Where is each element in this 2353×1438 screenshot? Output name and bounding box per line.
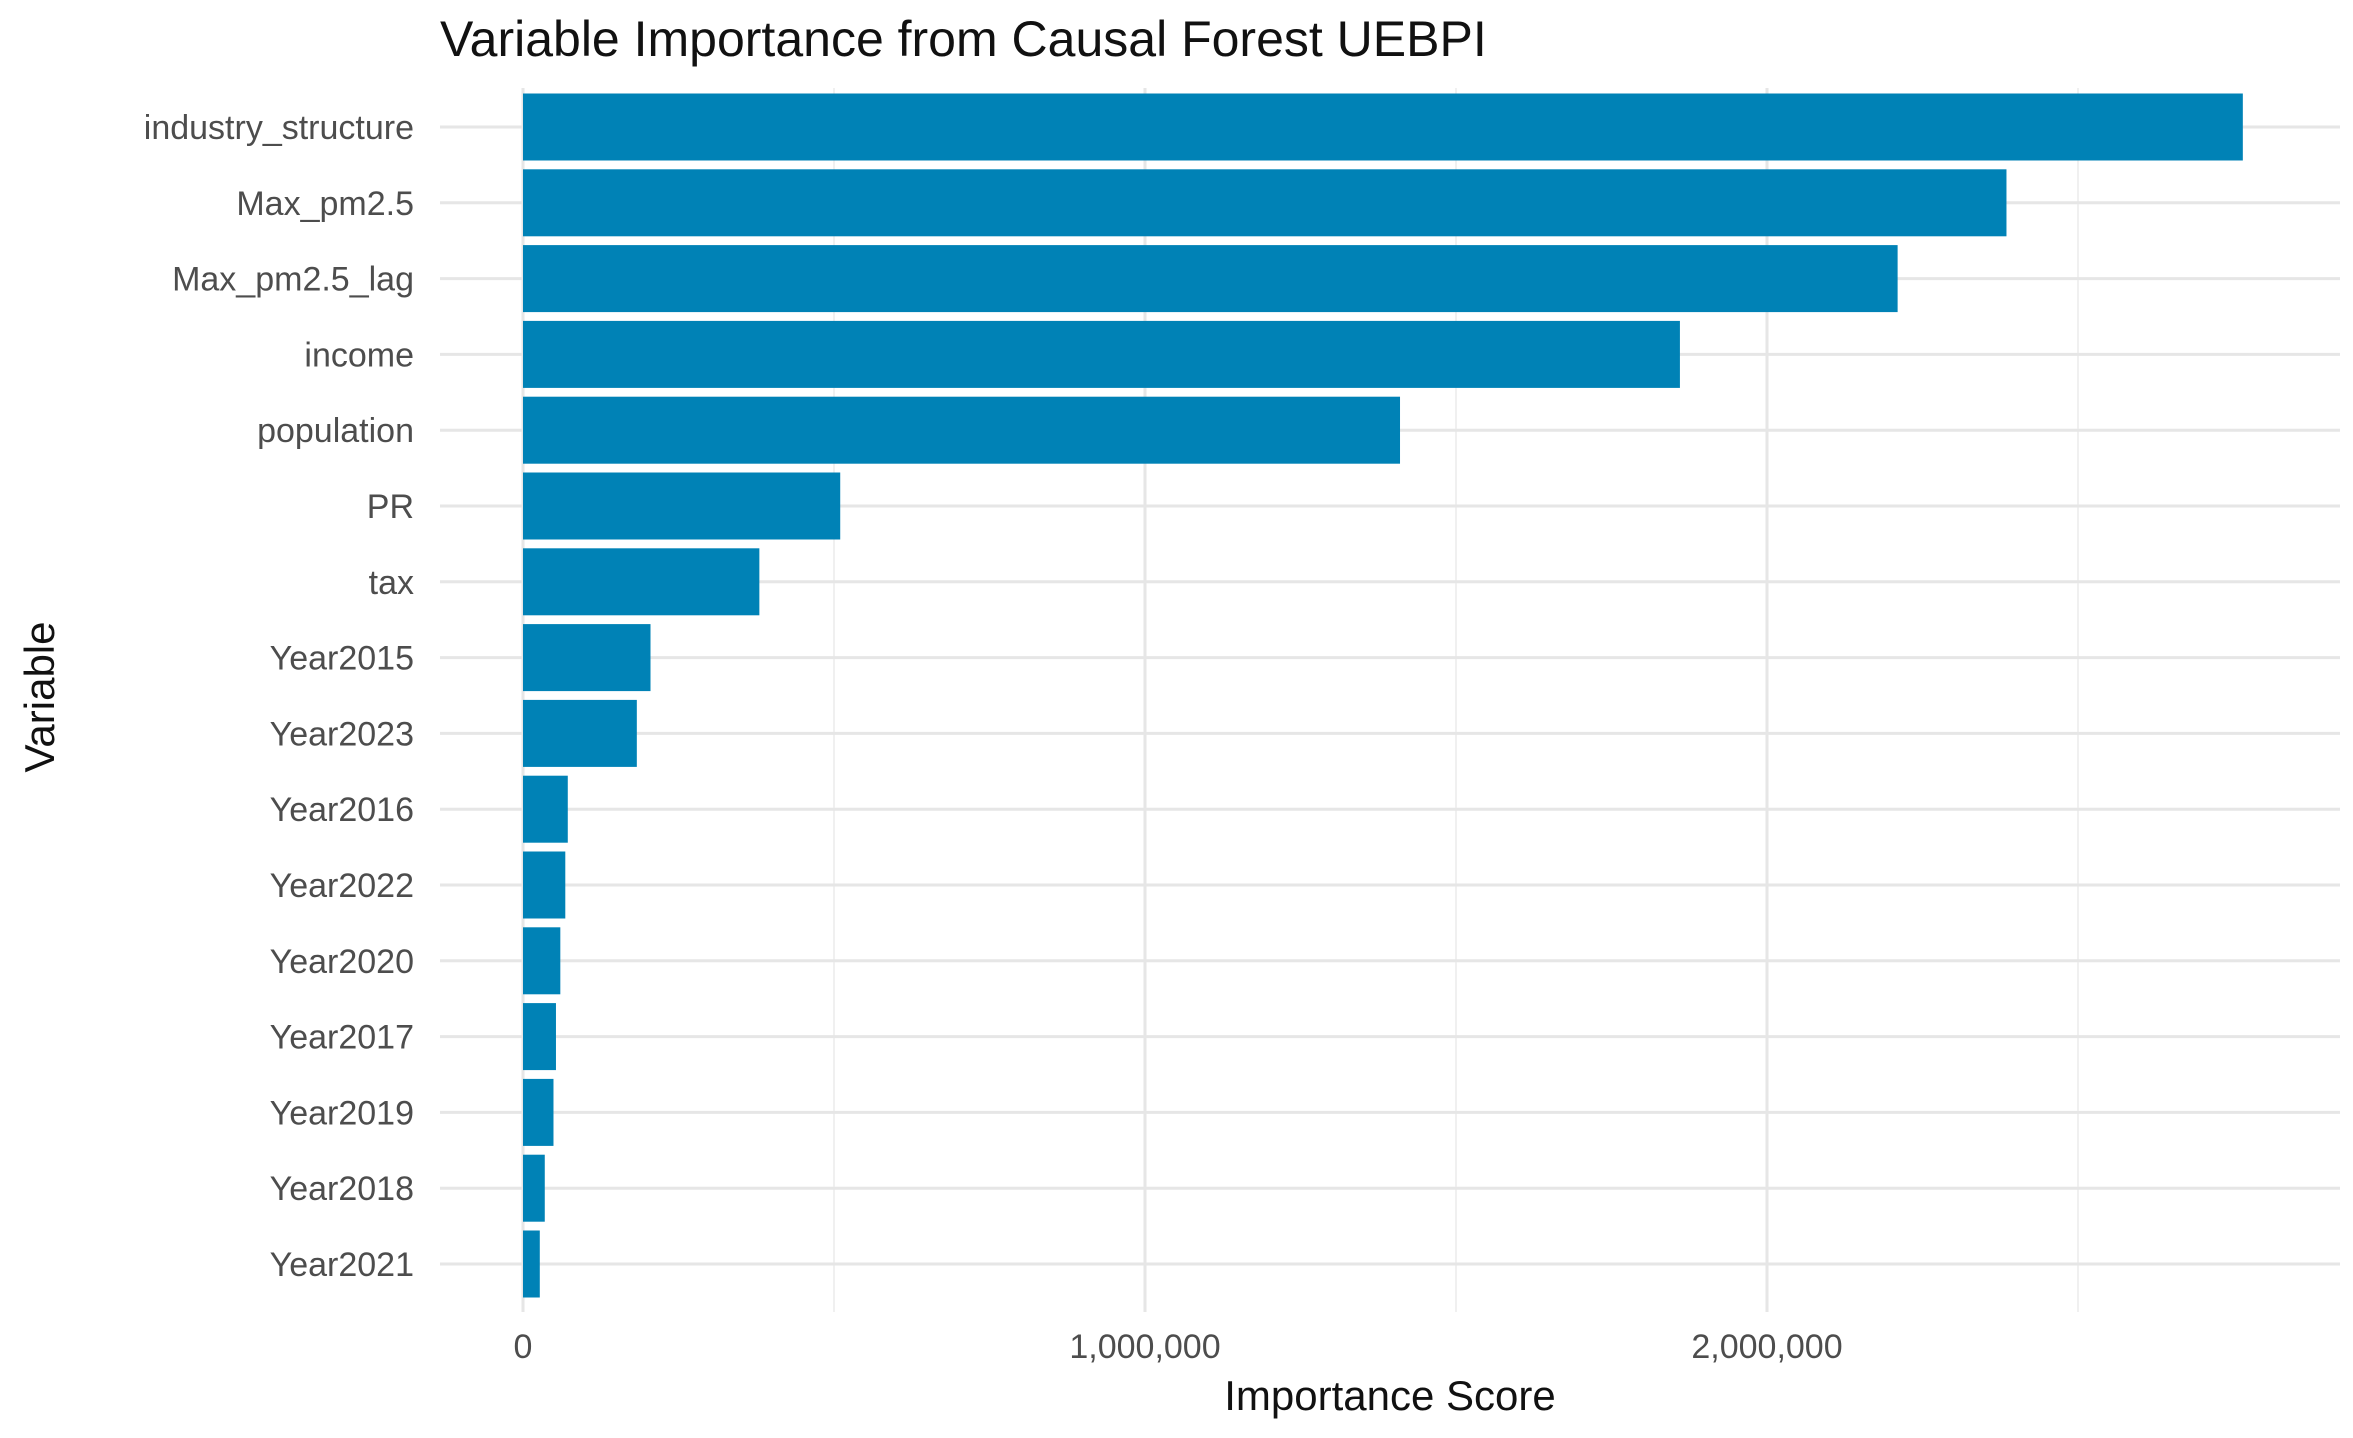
- y-tick-label: Year2019: [270, 1094, 414, 1132]
- y-axis-title: Variable: [16, 622, 63, 773]
- bar-Max_pm2.5_lag: [523, 245, 1898, 313]
- bar-Year2018: [523, 1154, 545, 1222]
- x-tick-labels: 0 1,000,000 2,000,000: [514, 1328, 1843, 1366]
- x-tick-label: 0: [514, 1328, 533, 1366]
- bar-Year2021: [523, 1230, 540, 1298]
- x-axis-title: Importance Score: [1224, 1372, 1556, 1419]
- x-tick-label: 1,000,000: [1069, 1328, 1220, 1366]
- bar-Year2020: [523, 927, 561, 995]
- y-tick-label: industry_structure: [144, 109, 414, 147]
- bars: [523, 93, 2243, 1298]
- y-tick-label: Year2018: [270, 1170, 414, 1208]
- bar-PR: [523, 472, 841, 540]
- y-tick-label: Year2015: [270, 640, 414, 678]
- bar-industry_structure: [523, 93, 2243, 161]
- bar-tax: [523, 548, 760, 616]
- y-tick-label: Max_pm2.5_lag: [172, 261, 414, 299]
- y-tick-label: Year2021: [270, 1246, 414, 1284]
- y-tick-label: Year2017: [270, 1019, 414, 1057]
- y-tick-labels: industry_structure Max_pm2.5 Max_pm2.5_lag…: [144, 109, 414, 1284]
- y-tick-label: Year2016: [270, 791, 414, 829]
- chart-title: Variable Importance from Causal Forest U…: [440, 11, 1487, 67]
- bar-Year2017: [523, 1003, 556, 1071]
- bar-Year2019: [523, 1078, 554, 1146]
- y-tick-label: population: [257, 412, 414, 450]
- y-tick-label: PR: [367, 488, 414, 526]
- bar-Year2022: [523, 851, 566, 919]
- y-tick-label: Year2022: [270, 867, 414, 905]
- bar-Max_pm2.5: [523, 169, 2007, 237]
- bar-income: [523, 320, 1680, 388]
- y-tick-label: income: [304, 336, 414, 374]
- bar-Year2016: [523, 775, 568, 843]
- x-tick-label: 2,000,000: [1691, 1328, 1842, 1366]
- y-tick-label: Year2020: [270, 943, 414, 981]
- bar-population: [523, 396, 1401, 464]
- y-tick-label: tax: [369, 564, 414, 602]
- y-tick-label: Max_pm2.5: [236, 185, 414, 223]
- y-tick-label: Year2023: [270, 715, 414, 753]
- bar-Year2023: [523, 699, 637, 767]
- bar-Year2015: [523, 624, 651, 692]
